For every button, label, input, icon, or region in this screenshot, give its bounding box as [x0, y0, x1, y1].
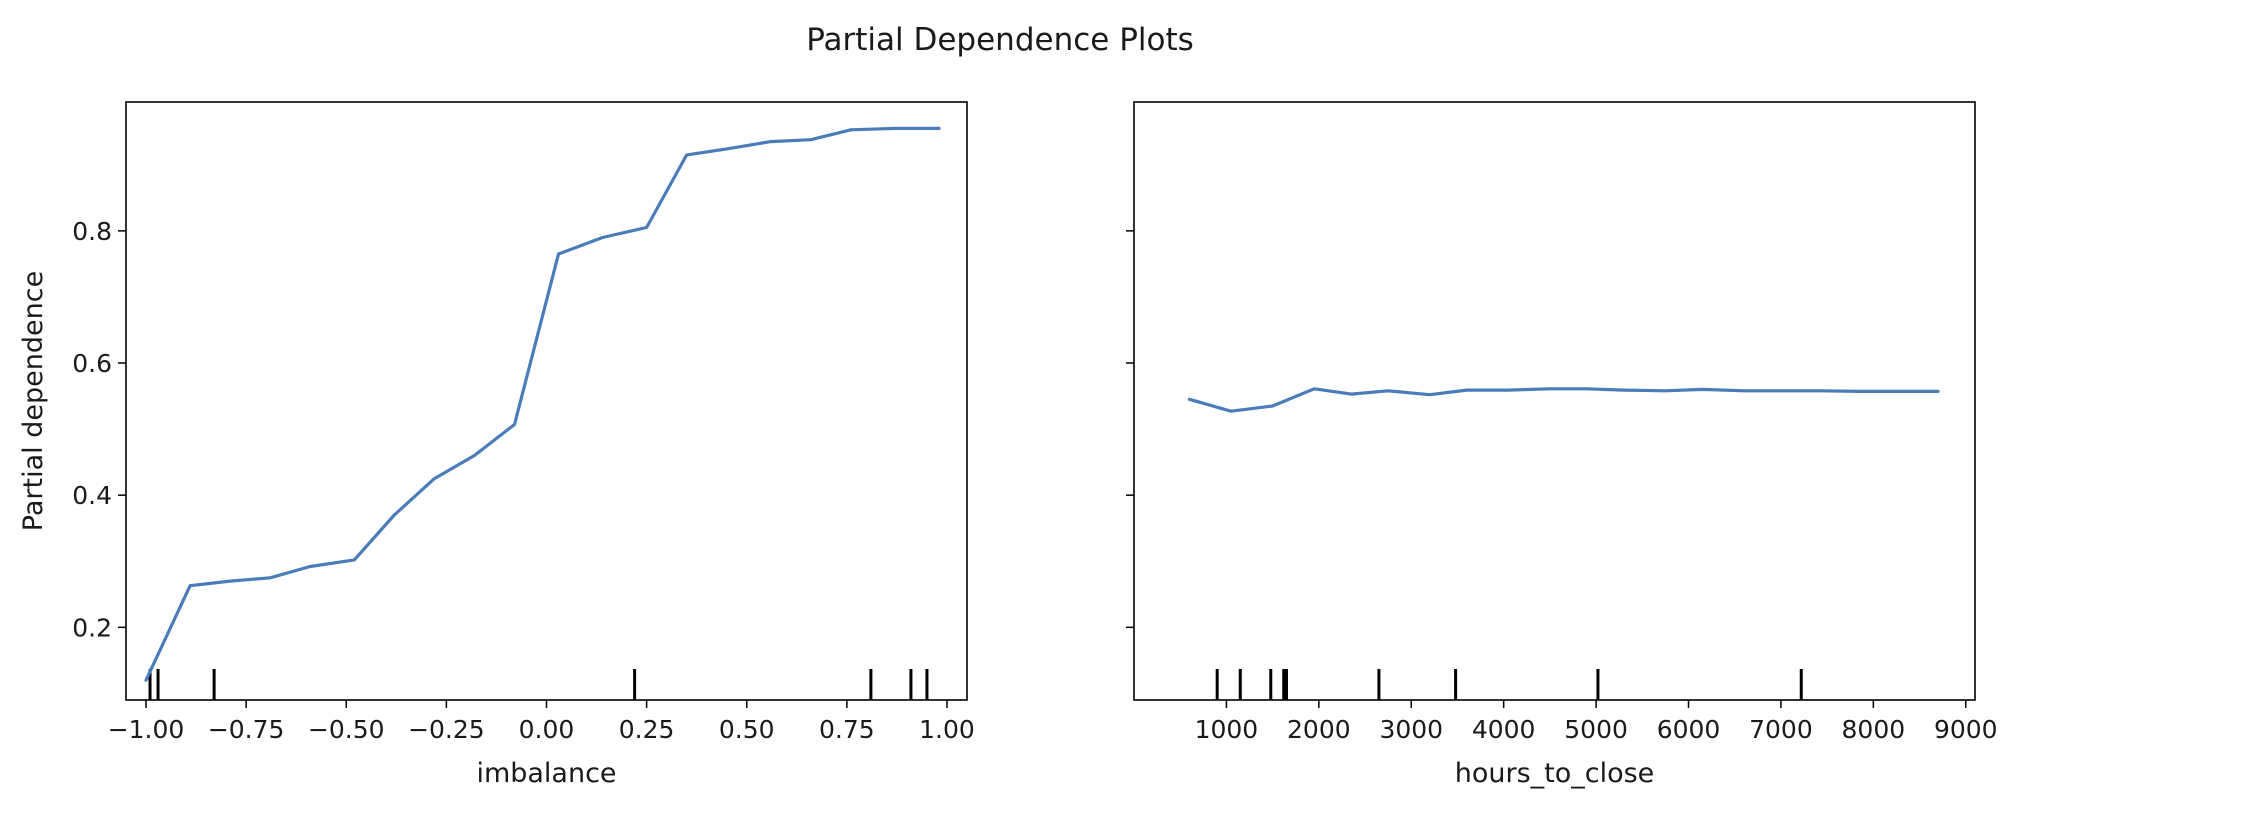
figure-title: Partial Dependence Plots — [806, 22, 1194, 58]
x-tick-label: 0.50 — [719, 715, 775, 744]
x-tick-label: −1.00 — [108, 715, 185, 744]
x-tick-label: 9000 — [1934, 715, 1998, 744]
y-tick-label: 0.6 — [72, 349, 112, 378]
x-axis-label: imbalance — [476, 758, 616, 789]
x-tick-label: 0.25 — [619, 715, 675, 744]
axes-frame — [125, 101, 968, 701]
partial-dependence-line — [144, 126, 941, 682]
x-tick-label: 6000 — [1657, 715, 1721, 744]
y-tick-label: 0.8 — [72, 217, 112, 246]
x-tick-label: 1.00 — [919, 715, 975, 744]
y-tick-label: 0.2 — [72, 613, 112, 642]
imbalance-subplot: −1.00 −0.75 −0.50 −0.25 0.00 0.25 0.50 0.75 1.00… — [18, 101, 975, 789]
x-tick-label: 7000 — [1749, 715, 1813, 744]
y-axis-label: Partial dependence — [18, 271, 49, 531]
x-tick-label: 8000 — [1842, 715, 1906, 744]
x-tick-label: 2000 — [1287, 715, 1351, 744]
x-tick-label: 0.75 — [819, 715, 875, 744]
x-tick-label: 5000 — [1564, 715, 1628, 744]
x-axis-label: hours_to_close — [1455, 758, 1655, 789]
x-tick-label: 0.00 — [519, 715, 575, 744]
x-tick-label: 3000 — [1379, 715, 1443, 744]
axes-frame — [1133, 101, 1976, 701]
x-tick-label: 4000 — [1472, 715, 1536, 744]
partial-dependence-line — [1187, 387, 1940, 413]
x-tick-label: 1000 — [1195, 715, 1259, 744]
y-tick-label: 0.4 — [72, 481, 112, 510]
x-tick-label: −0.25 — [408, 715, 485, 744]
hours-to-close-subplot: 1000 2000 3000 4000 5000 6000 7000 8000 9000 hour… — [1126, 101, 1998, 789]
x-tick-label: −0.75 — [208, 715, 285, 744]
x-tick-label: −0.50 — [308, 715, 385, 744]
